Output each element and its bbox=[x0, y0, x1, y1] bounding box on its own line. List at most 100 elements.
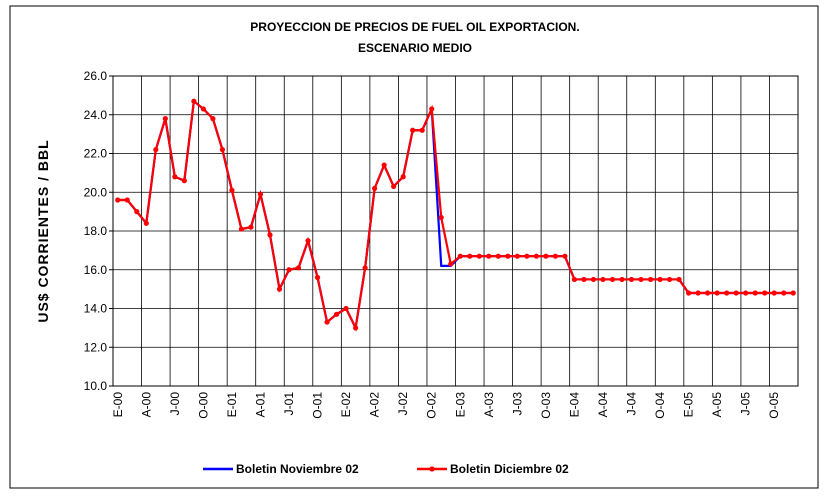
data-point bbox=[134, 209, 140, 215]
y-tick-label: 18.0 bbox=[84, 224, 108, 238]
x-tick-label: A-01 bbox=[253, 392, 267, 418]
data-point bbox=[115, 197, 121, 203]
y-axis-label: US$ CORRIENTES / BBL bbox=[35, 139, 51, 322]
data-point bbox=[410, 127, 416, 133]
data-point bbox=[362, 265, 368, 271]
data-point bbox=[486, 253, 492, 259]
data-point bbox=[162, 116, 168, 122]
x-tick-label: A-05 bbox=[710, 392, 724, 418]
data-point bbox=[267, 232, 273, 238]
x-tick-label: E-01 bbox=[225, 392, 239, 418]
y-tick-label: 12.0 bbox=[84, 340, 108, 354]
data-point bbox=[438, 214, 444, 221]
data-point bbox=[752, 290, 758, 296]
data-point bbox=[143, 220, 149, 226]
data-point bbox=[562, 253, 568, 259]
data-point bbox=[448, 261, 454, 267]
data-point bbox=[381, 162, 387, 168]
data-point bbox=[543, 253, 549, 259]
data-point bbox=[724, 290, 730, 296]
y-tick-label: 20.0 bbox=[84, 185, 108, 199]
data-point bbox=[505, 253, 511, 259]
data-point bbox=[276, 286, 283, 292]
x-tick-label: E-02 bbox=[339, 392, 353, 418]
data-point bbox=[391, 183, 397, 190]
x-tick-label: A-04 bbox=[596, 392, 610, 418]
data-point bbox=[781, 290, 787, 296]
data-point bbox=[181, 178, 187, 184]
data-point bbox=[552, 253, 558, 259]
data-point bbox=[229, 187, 235, 193]
data-point bbox=[676, 276, 682, 283]
data-point bbox=[457, 253, 463, 259]
data-point bbox=[714, 290, 720, 296]
data-point bbox=[743, 290, 749, 296]
x-tick-label: J-04 bbox=[625, 392, 639, 416]
data-point bbox=[153, 147, 159, 153]
data-point bbox=[476, 253, 482, 259]
x-tick-label: J-02 bbox=[396, 392, 410, 416]
data-point bbox=[647, 276, 654, 283]
x-tick-label: O-00 bbox=[196, 392, 210, 419]
data-point bbox=[238, 226, 245, 232]
data-point bbox=[790, 290, 796, 296]
legend-marker bbox=[429, 466, 435, 472]
x-tick-label: O-02 bbox=[425, 392, 439, 419]
data-point bbox=[619, 276, 625, 283]
data-point bbox=[200, 106, 206, 112]
data-point bbox=[257, 191, 264, 197]
data-point bbox=[172, 174, 178, 180]
x-tick-label: A-03 bbox=[482, 392, 496, 418]
data-point bbox=[581, 276, 587, 283]
chart-subtitle: ESCENARIO MEDIO bbox=[358, 41, 472, 55]
data-point bbox=[305, 238, 311, 244]
data-point bbox=[571, 276, 578, 283]
plot-border bbox=[112, 75, 799, 387]
data-point bbox=[372, 185, 378, 191]
data-point bbox=[495, 253, 501, 259]
data-point bbox=[590, 276, 597, 283]
data-point bbox=[467, 253, 473, 259]
data-point bbox=[400, 174, 406, 180]
data-point bbox=[324, 319, 330, 325]
data-point bbox=[705, 290, 711, 296]
data-point bbox=[657, 276, 663, 283]
data-point bbox=[609, 276, 616, 283]
x-tick-label: E-03 bbox=[453, 392, 467, 418]
data-point bbox=[514, 253, 520, 259]
data-point bbox=[695, 290, 701, 296]
data-point bbox=[248, 224, 254, 230]
x-tick-label: J-03 bbox=[510, 392, 524, 416]
data-point bbox=[733, 290, 739, 296]
data-point bbox=[685, 290, 692, 296]
x-tick-label: E-00 bbox=[111, 392, 125, 418]
x-tick-label: E-04 bbox=[567, 392, 581, 418]
legend-label: Boletin Diciembre 02 bbox=[450, 462, 569, 476]
data-point bbox=[343, 305, 349, 312]
data-point bbox=[628, 276, 635, 283]
chart-title: PROYECCION DE PRECIOS DE FUEL OIL EXPORT… bbox=[250, 20, 579, 34]
data-point bbox=[191, 98, 197, 104]
series-line bbox=[117, 99, 794, 332]
x-tick-label: A-00 bbox=[139, 392, 153, 418]
data-point bbox=[124, 197, 130, 203]
data-point bbox=[419, 127, 425, 133]
data-point bbox=[524, 253, 530, 259]
y-tick-label: 14.0 bbox=[84, 302, 108, 316]
data-point bbox=[600, 276, 606, 283]
x-tick-label: O-01 bbox=[311, 392, 325, 419]
y-tick-label: 26.0 bbox=[84, 69, 108, 83]
x-tick-label: E-05 bbox=[682, 392, 696, 418]
y-tick-label: 16.0 bbox=[84, 263, 108, 277]
data-point bbox=[333, 311, 340, 317]
y-tick-label: 24.0 bbox=[84, 108, 108, 122]
data-point bbox=[533, 253, 539, 259]
x-tick-label: A-02 bbox=[368, 392, 382, 418]
data-point bbox=[429, 106, 435, 112]
x-tick-label: O-04 bbox=[653, 392, 667, 419]
y-tick-label: 10.0 bbox=[84, 379, 108, 393]
data-point bbox=[771, 290, 777, 296]
data-point bbox=[295, 265, 302, 271]
x-tick-label: J-01 bbox=[282, 392, 296, 416]
